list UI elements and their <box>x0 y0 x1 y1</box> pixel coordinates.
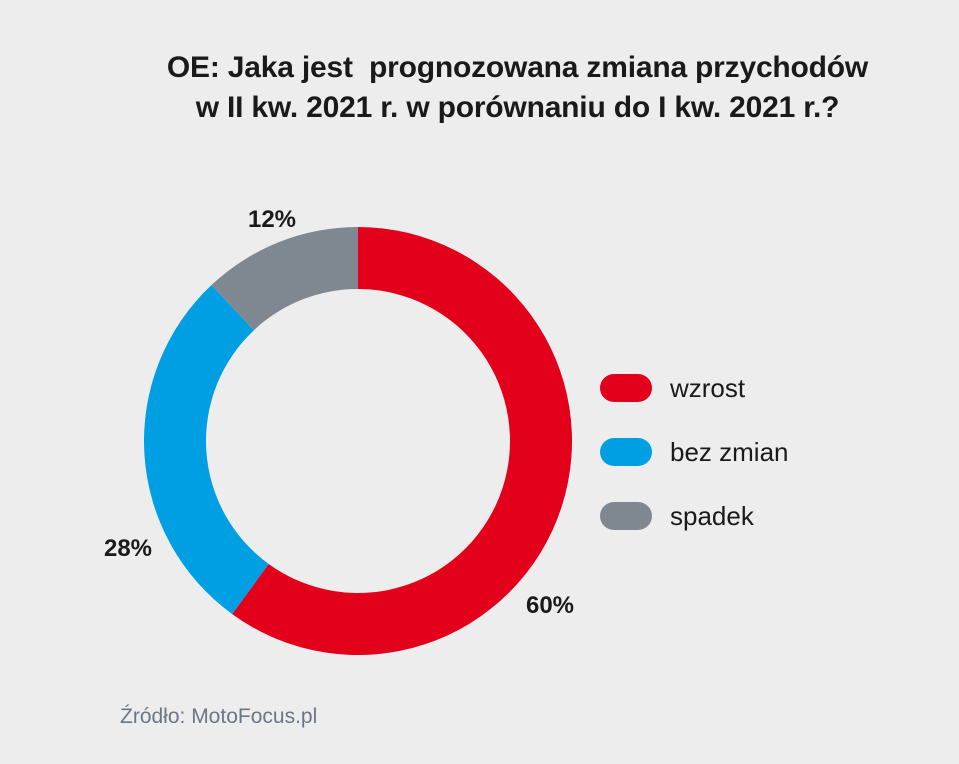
legend-label-bez-zmian: bez zmian <box>670 436 789 467</box>
chart-title-line-2: w II kw. 2021 r. w porównaniu do I kw. 2… <box>195 91 840 124</box>
donut-slice-spadek <box>211 227 358 331</box>
legend-item-spadek: spadek <box>600 484 789 548</box>
donut-slice-wzrost <box>232 227 572 656</box>
chart-legend: wzrost bez zmian spadek <box>600 356 789 548</box>
donut-slice-bez-zmian <box>144 285 269 615</box>
legend-swatch-spadek <box>600 502 652 530</box>
legend-swatch-wzrost <box>600 374 652 402</box>
legend-label-wzrost: wzrost <box>670 372 746 403</box>
donut-value-labels: 60% 28% 12% <box>104 206 574 619</box>
chart-title-line-1: OE: Jaka jest prognozowana zmiana przych… <box>166 51 869 84</box>
donut-slices <box>144 227 572 656</box>
legend-label-spadek: spadek <box>670 500 754 531</box>
value-label-spadek: 12% <box>248 206 296 233</box>
value-label-wzrost: 60% <box>526 592 574 619</box>
source-note: Źródło: MotoFocus.pl <box>120 705 318 728</box>
value-label-bez-zmian: 28% <box>104 535 152 562</box>
legend-item-bez-zmian: bez zmian <box>600 420 789 484</box>
legend-swatch-bez-zmian <box>600 438 652 466</box>
legend-item-wzrost: wzrost <box>600 356 789 420</box>
chart-title: OE: Jaka jest prognozowana zmiana przych… <box>0 48 959 128</box>
